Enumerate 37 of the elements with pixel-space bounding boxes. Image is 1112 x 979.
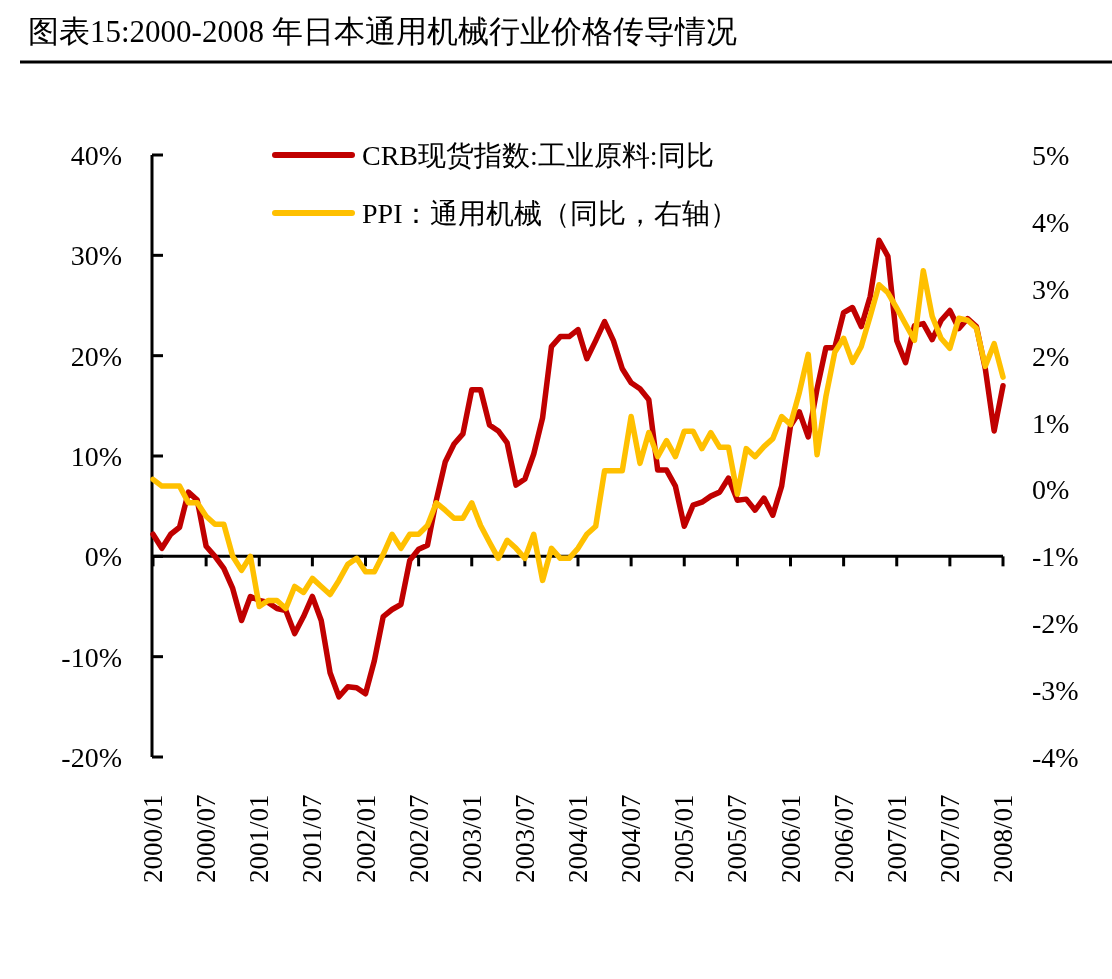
x-tick-label: 2004/01 xyxy=(563,794,593,883)
x-tick-label: 2002/01 xyxy=(350,794,381,883)
x-tick-label: 2003/07 xyxy=(509,794,540,883)
y-tick-label: 0% xyxy=(84,541,122,573)
y-tick-label: 30% xyxy=(70,240,122,272)
y2-tick-label: 0% xyxy=(1032,474,1070,506)
x-tick-label: 2003/01 xyxy=(456,794,487,883)
y-tick-label: -10% xyxy=(61,641,122,673)
y2-tick-label: 1% xyxy=(1032,407,1070,439)
y2-tick-label: -4% xyxy=(1032,742,1079,773)
y2-tick-label: 4% xyxy=(1032,206,1070,238)
y-tick-label: 40% xyxy=(70,140,122,171)
x-tick-label: 2007/07 xyxy=(934,794,965,883)
y-tick-label: 20% xyxy=(70,340,122,372)
x-tick-label: 2001/01 xyxy=(244,794,275,883)
legend-label: PPI：通用机械（同比，右轴） xyxy=(362,198,739,229)
legend-label: CRB现货指数:工业原料:同比 xyxy=(362,140,714,171)
x-tick-label: 2005/07 xyxy=(722,794,753,883)
y2-tick-label: 5% xyxy=(1032,140,1070,171)
chart-title: 图表15:2000-2008 年日本通用机械行业价格传导情况 xyxy=(28,14,737,49)
y2-tick-label: 3% xyxy=(1032,273,1070,305)
x-tick-label: 2000/07 xyxy=(191,794,222,883)
x-tick-label: 2001/07 xyxy=(297,794,328,883)
x-tick-label: 2007/01 xyxy=(881,794,912,883)
y-tick-label: -20% xyxy=(61,742,122,773)
y2-tick-label: -1% xyxy=(1032,541,1079,573)
y2-tick-label: 2% xyxy=(1032,340,1070,372)
x-tick-label: 2006/01 xyxy=(775,794,806,883)
x-tick-label: 2008/01 xyxy=(988,794,1018,883)
x-tick-label: 2005/01 xyxy=(669,794,700,883)
x-tick-label: 2002/07 xyxy=(403,794,434,883)
x-tick-label: 2000/01 xyxy=(138,794,168,883)
y2-tick-label: -3% xyxy=(1032,675,1079,707)
y-tick-label: 10% xyxy=(70,441,122,472)
x-tick-label: 2004/07 xyxy=(616,794,647,883)
x-tick-label: 2006/07 xyxy=(828,794,859,883)
y2-tick-label: -2% xyxy=(1032,608,1079,640)
